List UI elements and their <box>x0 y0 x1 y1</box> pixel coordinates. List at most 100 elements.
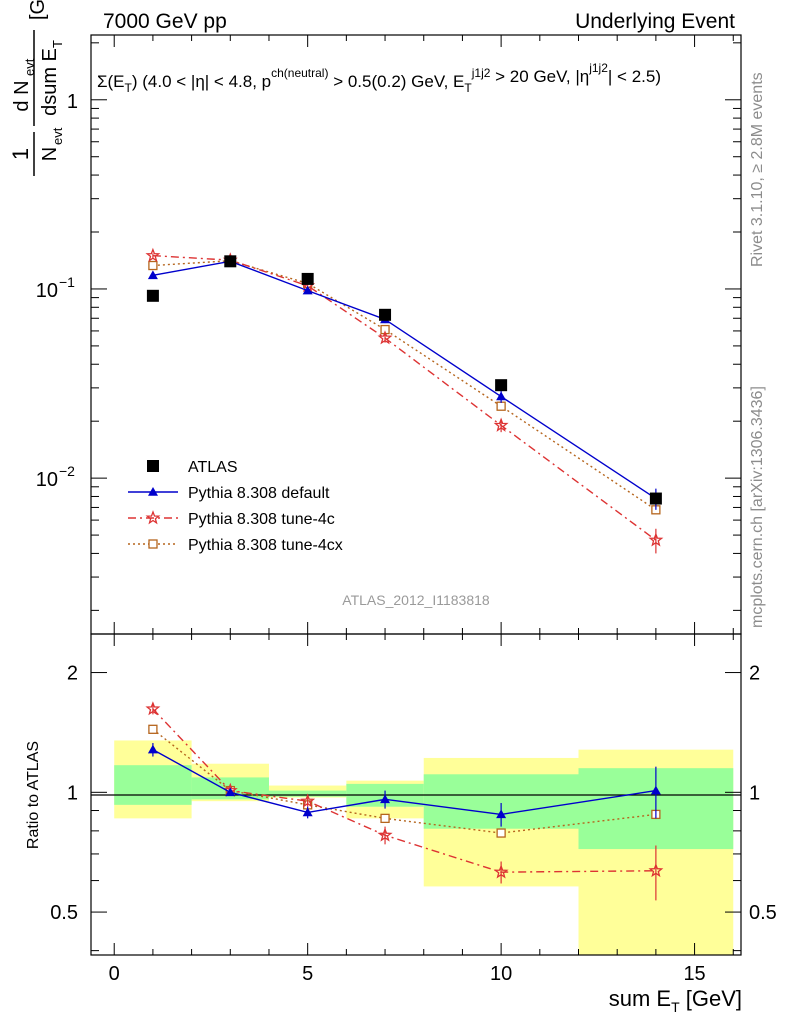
data-point-marker <box>145 510 161 525</box>
data-point-marker <box>147 744 158 754</box>
data-point-marker <box>301 272 314 285</box>
main-y-tick-label: 10 −1 <box>36 274 75 302</box>
ratio-y-axis-label: Ratio to ATLAS <box>25 741 42 849</box>
annotation-part: ch(neutral) <box>271 66 328 80</box>
data-point-marker <box>493 864 509 879</box>
annotation-part: j1j2 <box>588 61 608 75</box>
data-point-marker <box>377 330 393 345</box>
data-point-marker <box>148 260 158 271</box>
data-point-marker <box>302 285 313 295</box>
ratio-y-tick-label-right: 1 <box>749 782 760 804</box>
data-point-marker <box>496 828 506 838</box>
data-point-marker <box>300 793 316 808</box>
ratio-panel: 0 5 10 15 0.5 0.5 1 1 2 2 Ratio to ATLAS sum ET [… <box>25 633 777 1015</box>
ratio-y-tick-label-right: 0.5 <box>749 902 777 924</box>
annotation-part: j1j2 <box>471 66 491 80</box>
ylabel-numerator-1: 1 <box>8 148 33 160</box>
rivet-version-label: Rivet 3.1.10, ≥ 2.8M events <box>749 72 766 267</box>
analysis-annotation: Σ(ET) (4.0 < |η| < 4.8, pch(neutral) > 0… <box>97 61 661 95</box>
data-point-marker <box>148 487 158 496</box>
data-point-marker <box>649 492 662 505</box>
ylabel-denominator-1-sub: evt <box>50 127 65 145</box>
data-point-marker <box>145 701 161 716</box>
ratio-y-tick-label: 2 <box>67 663 78 685</box>
ratio-x-tick-label: 10 <box>490 963 512 985</box>
header-right-label: Underlying Event <box>575 10 735 33</box>
data-point-marker <box>225 787 236 797</box>
legend-label: Pythia 8.308 default <box>188 485 330 502</box>
data-point-marker <box>147 460 159 472</box>
main-panel: 110−110−2 Σ(ET) (4.0 < |η| < 4.8, pch(ne… <box>36 34 742 635</box>
main-axis-ticks: 110−110−2 <box>36 35 741 634</box>
data-point-marker <box>377 827 393 842</box>
legend-label: Pythia 8.308 tune-4cx <box>188 537 343 554</box>
main-y-tick-label: 1 <box>67 91 78 113</box>
ratio-line <box>152 728 656 834</box>
data-point-marker <box>146 289 159 302</box>
ratio-y-tick-label-right: 2 <box>749 663 760 685</box>
data-point-marker <box>224 255 237 268</box>
x-axis-label: sum ET [GeV] <box>609 986 742 1015</box>
ratio-series-group <box>145 701 664 901</box>
data-point-marker <box>496 809 507 819</box>
ratio-frame <box>90 633 742 956</box>
ratio-line <box>152 749 656 816</box>
legend-item: Pythia 8.308 default <box>128 485 330 502</box>
data-point-marker <box>496 401 506 411</box>
data-point-marker <box>648 862 664 878</box>
data-point-marker <box>302 807 313 817</box>
series-atlas <box>146 255 662 505</box>
ratio-y-tick-label: 1 <box>67 782 78 804</box>
main-y-tick-label-base: 10 <box>36 469 58 491</box>
ratio-y-tick-label: 0.5 <box>50 902 78 924</box>
data-point-marker <box>148 539 158 549</box>
ratio-axis-ticks: 0 5 10 15 0.5 0.5 1 1 2 2 <box>50 634 777 985</box>
annotation-text: Σ(ET) (4.0 < |η| < 4.8, pch(neutral) > 0… <box>97 61 661 95</box>
x-axis-label-part: sum E <box>609 986 671 1011</box>
annotation-part: ) (4.0 < |η| < 4.8, p <box>132 72 271 91</box>
main-y-tick-label-exp: −1 <box>59 274 75 290</box>
legend: ATLAS Pythia 8.308 default Pythia 8.308 tu… <box>128 459 343 554</box>
x-axis-label-text: sum ET [GeV] <box>609 986 742 1015</box>
data-point-marker <box>648 532 664 547</box>
data-point-marker <box>380 813 390 824</box>
annotation-part: Σ(E <box>97 72 125 91</box>
annotation-part: T <box>125 81 133 95</box>
mcplots-label: mcplots.cern.ch [arXiv:1306.3436] <box>749 386 766 628</box>
annotation-part: | < 2.5) <box>608 67 661 86</box>
series-line <box>152 254 657 541</box>
ratio-line <box>152 708 656 873</box>
data-point-marker <box>493 417 509 432</box>
data-point-marker <box>379 308 392 321</box>
legend-item: Pythia 8.308 tune-4c <box>128 510 335 528</box>
ylabel-unit: [GeV <box>27 0 49 20</box>
analysis-id-label: ATLAS_2012_I1183818 <box>342 592 490 608</box>
legend-label: ATLAS <box>188 459 238 476</box>
ylabel-denominator-2-sub: T <box>50 40 65 48</box>
main-series-group <box>145 247 664 554</box>
legend-item: ATLAS <box>147 459 238 476</box>
data-point-marker <box>650 785 661 795</box>
main-y-tick-label-base: 10 <box>36 280 58 302</box>
data-point-marker <box>148 724 158 734</box>
main-y-tick-label-text: 1 <box>67 91 78 113</box>
legend-label: Pythia 8.308 tune-4c <box>188 511 335 528</box>
ratio-band-green <box>114 765 192 805</box>
main-y-tick-label: 10 −2 <box>36 463 75 491</box>
data-point-marker <box>495 379 508 392</box>
x-axis-label-unit: [GeV] <box>680 986 742 1011</box>
annotation-part: > 20 GeV, |η <box>490 67 589 86</box>
ratio-x-tick-label: 0 <box>109 963 120 985</box>
legend-item: Pythia 8.308 tune-4cx <box>128 537 343 554</box>
ratio-x-tick-label: 15 <box>683 963 705 985</box>
main-y-tick-label-exp: −2 <box>59 463 75 479</box>
series-line <box>152 260 657 500</box>
data-point-marker <box>145 247 161 262</box>
ylabel-denominator-2: dsum E <box>39 48 61 116</box>
ylabel-numerator-2: d N <box>11 80 33 111</box>
data-point-marker <box>380 794 391 804</box>
data-point-marker <box>147 270 158 280</box>
ylabel-denominator-1: N <box>39 147 61 161</box>
